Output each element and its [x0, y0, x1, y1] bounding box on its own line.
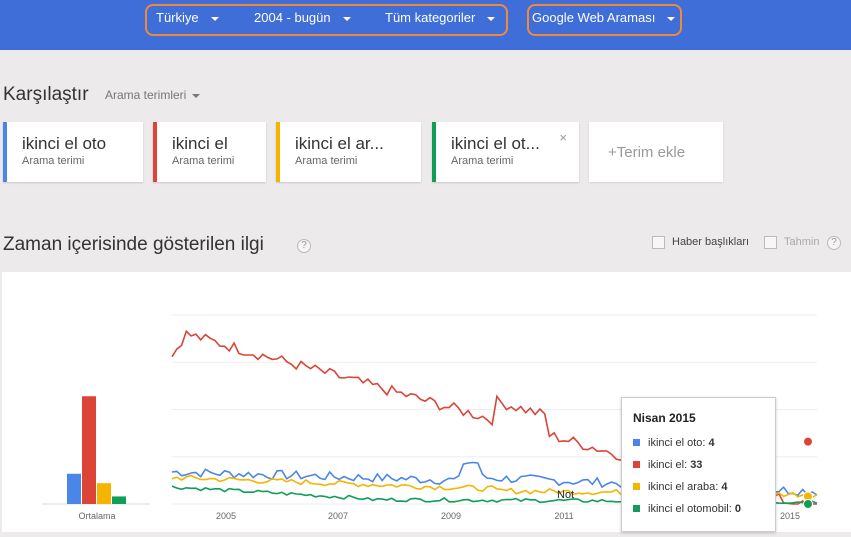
- help-icon[interactable]: ?: [827, 236, 841, 250]
- time-range-label: 2004 - bugün: [254, 10, 331, 25]
- add-term-label: +Terim ekle: [608, 144, 686, 161]
- chevron-down-icon: [192, 93, 201, 98]
- x-tick-label: 2011: [554, 511, 573, 521]
- x-tick-label: 2007: [328, 511, 348, 521]
- region-label: Türkiye: [156, 10, 199, 25]
- chevron-down-icon: [487, 16, 496, 21]
- average-label: Ortalama: [78, 511, 115, 521]
- search-terms-label: Arama terimleri: [105, 88, 187, 102]
- chart-tooltip: Nisan 2015 ikinci el oto: 4 ikinci el: 3…: [621, 397, 776, 532]
- chevron-down-icon: [210, 16, 219, 21]
- legend-swatch: [633, 461, 640, 468]
- close-icon[interactable]: ×: [559, 130, 567, 145]
- category-dropdown[interactable]: Tüm kategoriler: [385, 10, 496, 25]
- tooltip-title: Nisan 2015: [633, 411, 696, 425]
- average-bar-ikinci-el-oto: [67, 473, 81, 504]
- time-range-dropdown[interactable]: 2004 - bugün: [254, 10, 351, 25]
- term-card-ikinci-el-otomobil[interactable]: ikinci el ot... Arama terimi ×: [432, 122, 579, 182]
- average-bar-ikinci-el-araba: [97, 483, 111, 504]
- highlight-outline: [145, 4, 508, 36]
- top-bar: Türkiye 2004 - bugün Tüm kategoriler Goo…: [0, 0, 851, 50]
- term-label: ikinci el oto: [22, 134, 107, 153]
- region-dropdown[interactable]: Türkiye: [156, 10, 219, 25]
- interest-title: Zaman içerisinde gösterilen ilgi: [3, 234, 264, 255]
- compare-title: Karşılaştır: [3, 84, 89, 105]
- highlight-outline: [527, 4, 682, 36]
- search-type-label: Google Web Araması: [532, 10, 656, 25]
- average-bar-ikinci-el-otomobil: [112, 496, 126, 504]
- term-label: ikinci el: [172, 134, 228, 153]
- hover-dot: [803, 499, 813, 509]
- term-label: ikinci el ot...: [451, 134, 540, 153]
- term-sub: Arama terimi: [22, 155, 85, 167]
- term-card-ikinci-el-oto[interactable]: ikinci el oto Arama terimi: [3, 122, 143, 182]
- note-annotation[interactable]: Not: [557, 489, 574, 501]
- category-label: Tüm kategoriler: [385, 10, 476, 25]
- x-tick-label: 2009: [441, 511, 461, 521]
- term-card-ikinci-el[interactable]: ikinci el Arama terimi: [153, 122, 266, 182]
- average-bar-ikinci-el: [82, 396, 96, 504]
- x-tick-label: 2005: [216, 511, 236, 521]
- legend-swatch: [633, 483, 640, 490]
- search-type-dropdown[interactable]: Google Web Araması: [532, 10, 676, 25]
- chevron-down-icon: [342, 16, 351, 21]
- search-terms-dropdown[interactable]: Arama terimleri: [105, 88, 201, 102]
- headlines-label: Haber başlıkları: [672, 236, 750, 248]
- x-tick-label: 2015: [780, 511, 800, 521]
- legend-swatch: [633, 439, 640, 446]
- hover-dot: [803, 436, 813, 447]
- tooltip-row: ikinci el araba: 4: [633, 481, 728, 493]
- help-icon[interactable]: ?: [297, 239, 311, 253]
- term-sub: Arama terimi: [172, 155, 235, 167]
- legend-swatch: [633, 505, 640, 512]
- term-sub: Arama terimi: [295, 155, 358, 167]
- tooltip-row: ikinci el otomobil: 0: [633, 503, 741, 515]
- term-card-ikinci-el-araba[interactable]: ikinci el ar... Arama terimi: [276, 122, 421, 182]
- tooltip-row: ikinci el: 33: [633, 459, 702, 471]
- forecast-label: Tahmin: [784, 236, 820, 248]
- term-label: ikinci el ar...: [295, 134, 384, 153]
- add-term-button[interactable]: +Terim ekle: [589, 122, 723, 182]
- forecast-checkbox[interactable]: [764, 236, 777, 249]
- tooltip-row: ikinci el oto: 4: [633, 437, 715, 449]
- term-sub: Arama terimi: [451, 155, 514, 167]
- chevron-down-icon: [667, 16, 676, 21]
- headlines-checkbox[interactable]: [652, 236, 665, 249]
